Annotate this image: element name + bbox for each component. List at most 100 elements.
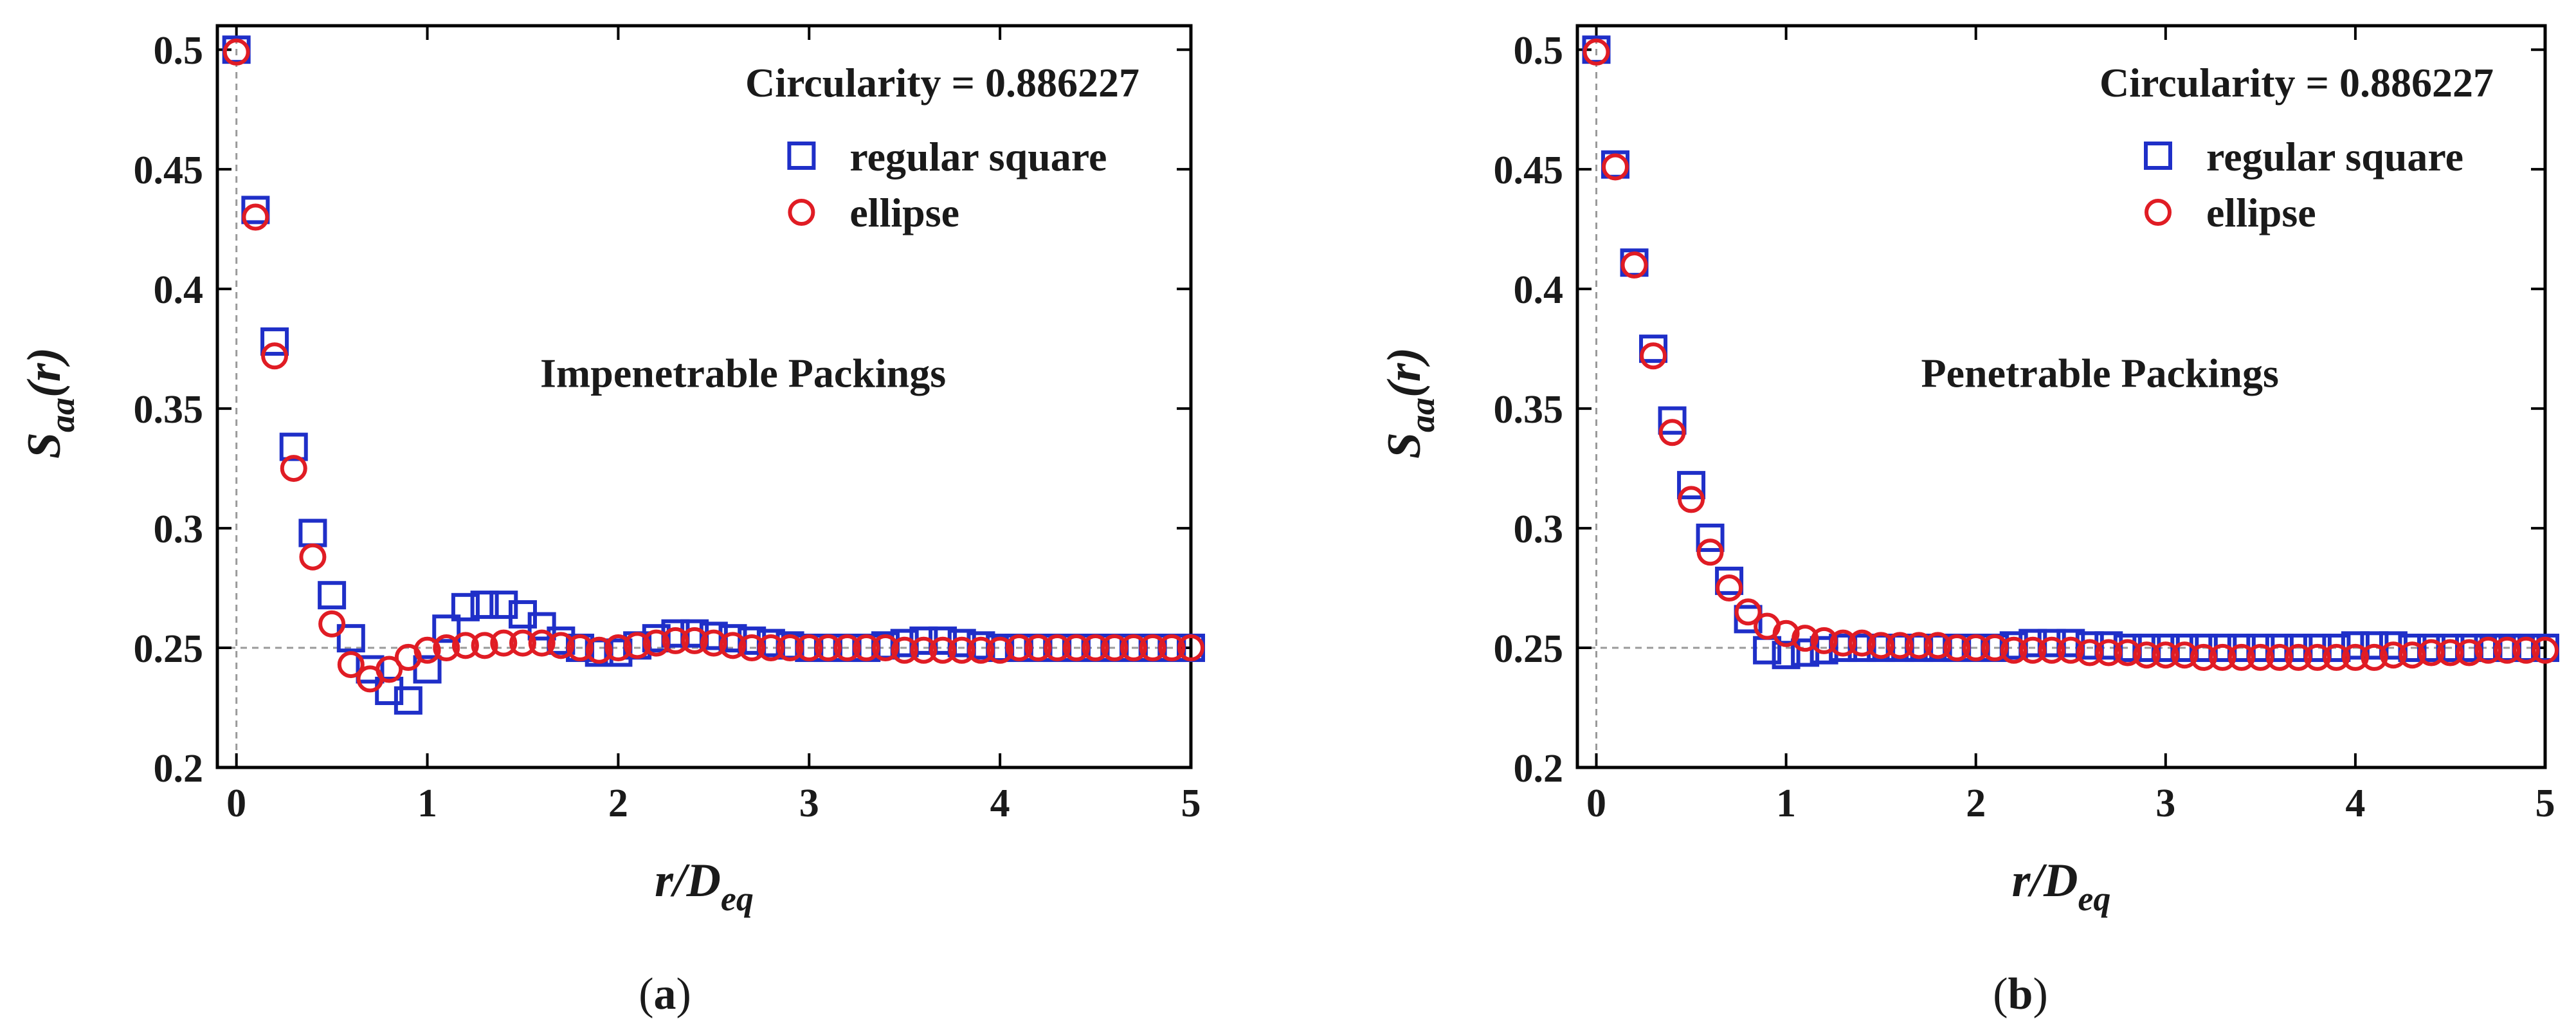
ellipse-marker — [490, 629, 518, 657]
y-axis-label-suffix: (r) — [1378, 347, 1431, 398]
ellipse-marker — [2455, 639, 2483, 666]
x-tick-label: 1 — [1776, 782, 1796, 825]
legend-circle-icon — [2145, 199, 2172, 226]
ellipse-marker — [1678, 486, 1705, 513]
legend-title: Circularity = 0.886227 — [2100, 60, 2494, 106]
ellipse-marker — [642, 629, 670, 657]
ellipse-marker — [1848, 629, 1876, 657]
square-marker — [1791, 638, 1820, 667]
ellipse-marker — [624, 632, 651, 659]
panel-caption-part: ) — [2033, 969, 2047, 1019]
ellipse-marker — [1696, 538, 1724, 566]
ellipse-marker — [910, 636, 938, 664]
ellipse-marker — [738, 634, 766, 662]
ellipse-marker — [1981, 634, 2009, 662]
ellipse-marker — [2152, 641, 2179, 669]
square-marker — [2341, 631, 2370, 660]
ellipse-marker — [1810, 627, 1838, 654]
x-tick-label: 0 — [226, 782, 246, 825]
ellipse-marker — [1024, 634, 1052, 662]
ellipse-marker — [2399, 641, 2426, 669]
legend-circle-icon — [788, 199, 815, 226]
square-marker — [260, 327, 289, 356]
ellipse-marker — [2303, 643, 2331, 671]
ellipse-marker — [2379, 641, 2407, 669]
ellipse-marker — [1620, 251, 1648, 279]
ellipse-marker — [299, 543, 327, 571]
x-tick-label: 4 — [990, 782, 1010, 825]
series-ellipse — [222, 38, 1204, 693]
y-axis-label: Saa(r) — [18, 347, 82, 459]
ellipse-marker — [662, 627, 689, 654]
x-tick-label: 3 — [2155, 782, 2175, 825]
x-axis-label-sub: eq — [721, 879, 754, 918]
y-tick-label: 0.5 — [1514, 29, 1564, 73]
ellipse-marker — [757, 634, 785, 662]
plot-frame — [215, 24, 1193, 769]
y-tick-label: 0.4 — [154, 268, 204, 312]
ellipse-marker — [1062, 634, 1090, 662]
plot-annotation: Penetrable Packings — [1921, 351, 2279, 396]
y-tick-label: 0.2 — [1514, 747, 1564, 791]
ellipse-marker — [719, 632, 747, 659]
y-axis-label-main: S — [18, 432, 71, 459]
square-marker — [1772, 641, 1800, 670]
ellipse-marker — [604, 634, 632, 662]
chart-panel-b: 0 1 2 3 4 5 0.2 0.25 0.3 0.35 0.4 0.45 0.5 Circularit… — [1378, 24, 2559, 1019]
square-marker — [318, 581, 347, 610]
legend-title: Circularity = 0.886227 — [745, 60, 1139, 106]
ellipse-marker — [1005, 634, 1033, 662]
square-marker — [1696, 523, 1725, 552]
square-marker — [394, 686, 422, 715]
ellipse-marker — [1158, 634, 1186, 662]
square-marker — [432, 614, 461, 643]
ellipse-marker — [528, 629, 556, 657]
x-axis-label: r/Deq — [655, 854, 754, 918]
ellipse-marker — [242, 203, 269, 231]
ellipse-marker — [1120, 634, 1147, 662]
ellipse-marker — [451, 632, 479, 659]
ellipse-marker — [2417, 639, 2445, 666]
ellipse-marker — [776, 634, 804, 662]
ellipse-marker — [1139, 634, 1166, 662]
series-ellipse — [1583, 38, 2559, 671]
ellipse-marker — [2171, 641, 2199, 669]
square-marker — [375, 676, 404, 705]
legend-label-square: regular square — [2206, 134, 2463, 179]
ellipse-marker — [2532, 636, 2559, 664]
ellipse-marker — [2341, 643, 2369, 671]
ellipse-marker — [585, 636, 613, 664]
ellipse-marker — [681, 627, 709, 654]
ellipse-marker — [2095, 639, 2123, 666]
square-marker — [356, 655, 385, 684]
square-marker — [413, 655, 442, 684]
ellipse-marker — [833, 634, 861, 662]
ellipse-marker — [222, 38, 250, 66]
square-marker — [336, 624, 365, 653]
ellipse-marker — [318, 610, 346, 638]
ellipse-marker — [1602, 153, 1629, 181]
x-tick-label: 2 — [1966, 782, 1986, 825]
ellipse-marker — [2038, 636, 2065, 664]
x-axis-label-main: r/D — [655, 854, 721, 907]
ellipse-marker — [547, 632, 575, 659]
ellipse-marker — [2512, 636, 2540, 664]
legend: Circularity = 0.886227 regular square elli… — [745, 60, 1139, 235]
ellipse-marker — [1867, 632, 1895, 659]
ellipse-marker — [1044, 634, 1071, 662]
ellipse-marker — [2285, 643, 2312, 671]
y-axis-label-main: S — [1378, 432, 1431, 459]
panel-caption-part: b — [2008, 969, 2033, 1019]
x-tick-label: 5 — [1181, 782, 1201, 825]
ellipse-marker — [2057, 636, 2085, 664]
y-axis-label: Saa(r) — [1378, 347, 1442, 459]
x-tick-label: 2 — [608, 782, 628, 825]
ellipse-marker — [2323, 643, 2350, 671]
square-marker — [241, 196, 270, 225]
ellipse-marker — [2209, 643, 2236, 671]
x-axis-label-main: r/D — [2012, 854, 2078, 907]
y-tick-label: 0.45 — [134, 149, 204, 192]
ellipse-marker — [2019, 636, 2047, 664]
ellipse-marker — [814, 634, 842, 662]
square-marker — [451, 592, 480, 621]
